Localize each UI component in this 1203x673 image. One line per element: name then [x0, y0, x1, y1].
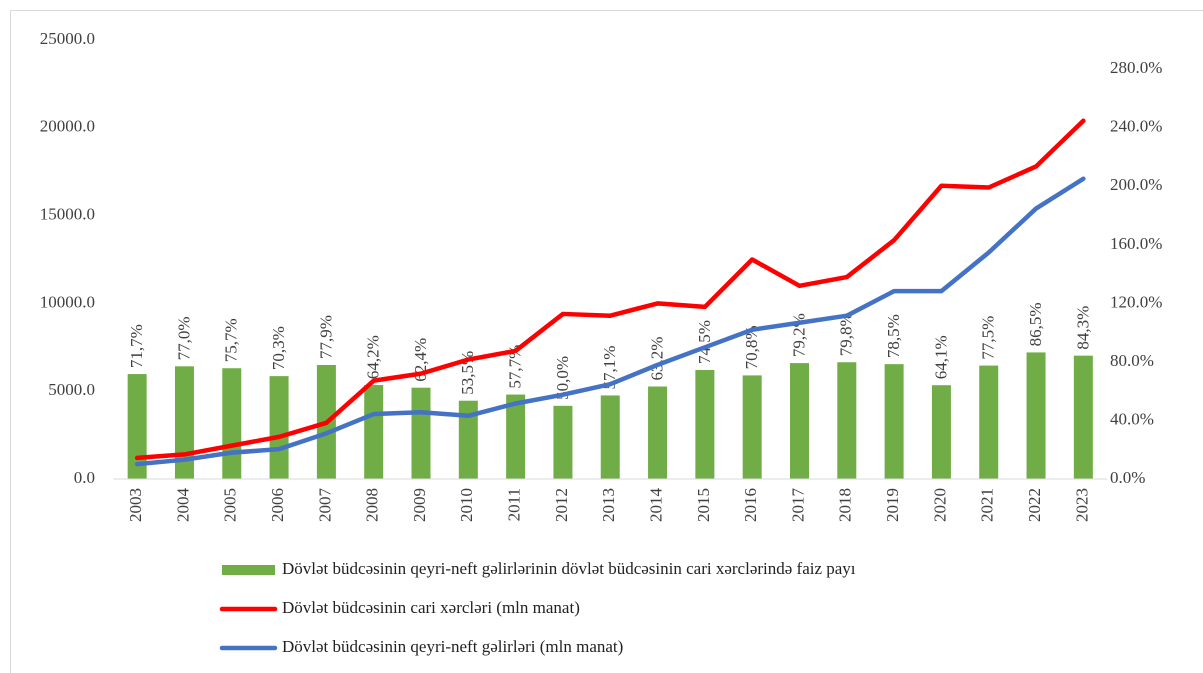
data-label: 71,7% — [127, 324, 146, 368]
x-tick-label: 2012 — [552, 488, 571, 522]
x-tick-label: 2021 — [978, 488, 997, 522]
bar — [742, 375, 762, 479]
data-label: 79,8% — [837, 312, 856, 356]
line — [134, 118, 1086, 461]
bar — [931, 385, 951, 479]
data-label: 84,3% — [1073, 306, 1092, 350]
chart-border — [10, 10, 1203, 673]
bar — [695, 369, 715, 479]
line — [134, 176, 1086, 467]
bar — [979, 365, 999, 479]
y2-tick-label: 120.0% — [1110, 292, 1162, 311]
bar — [648, 386, 668, 479]
bar — [506, 394, 526, 479]
bar — [222, 368, 242, 479]
bar — [1026, 352, 1046, 479]
bar — [884, 364, 904, 479]
legend-label: Dövlət büdcəsinin qeyri-neft gəlirlərini… — [282, 559, 856, 578]
data-label: 77,9% — [316, 315, 335, 359]
bar — [600, 395, 620, 479]
x-tick-label: 2015 — [694, 488, 713, 522]
x-tick-label: 2018 — [836, 488, 855, 522]
data-label: 63,2% — [647, 337, 666, 381]
y2-tick-label: 200.0% — [1110, 175, 1162, 194]
x-tick-label: 2011 — [505, 488, 524, 521]
data-label: 70,3% — [269, 326, 288, 370]
data-label: 77,5% — [979, 316, 998, 360]
x-tick-label: 2008 — [363, 488, 382, 522]
legend-label: Dövlət büdcəsinin cari xərcləri (mln man… — [282, 598, 580, 617]
y2-tick-label: 160.0% — [1110, 234, 1162, 253]
data-label: 74,5% — [695, 320, 714, 364]
x-tick-label: 2022 — [1025, 488, 1044, 522]
x-tick-label: 2006 — [268, 488, 287, 522]
x-tick-label: 2023 — [1072, 488, 1091, 522]
legend-swatch — [222, 565, 275, 575]
data-label: 78,5% — [884, 314, 903, 358]
data-label: 64,2% — [364, 335, 383, 379]
y-tick-label: 20000.0 — [40, 117, 95, 136]
bar — [553, 405, 573, 479]
x-tick-label: 2014 — [646, 488, 665, 523]
data-label: 70,8% — [742, 325, 761, 369]
y2-tick-label: 40.0% — [1110, 409, 1154, 428]
bar — [174, 366, 194, 479]
data-label: 77,0% — [174, 316, 193, 360]
data-label: 57,1% — [600, 346, 619, 390]
x-tick-label: 2003 — [126, 488, 145, 522]
y-tick-label: 25000.0 — [40, 29, 95, 48]
x-tick-label: 2017 — [788, 488, 807, 523]
x-tick-label: 2020 — [930, 488, 949, 522]
y2-tick-label: 80.0% — [1110, 351, 1154, 370]
x-tick-label: 2016 — [741, 488, 760, 522]
x-tick-label: 2004 — [173, 488, 192, 523]
x-tick-label: 2005 — [221, 488, 240, 522]
y2-tick-label: 240.0% — [1110, 117, 1162, 136]
y2-tick-label: 280.0% — [1110, 58, 1162, 77]
bar — [269, 376, 289, 479]
bar — [837, 362, 857, 479]
y-tick-label: 15000.0 — [40, 205, 95, 224]
data-label: 64,1% — [931, 335, 950, 379]
bar — [789, 363, 809, 479]
legend-label: Dövlət büdcəsinin qeyri-neft gəlirləri (… — [282, 637, 623, 656]
bar — [458, 400, 478, 479]
x-tick-label: 2010 — [457, 488, 476, 522]
bar — [1073, 355, 1093, 479]
data-label: 75,7% — [222, 318, 241, 362]
data-label: 57,7% — [506, 345, 525, 389]
x-tick-label: 2007 — [315, 488, 334, 523]
data-label: 86,5% — [1026, 302, 1045, 346]
x-tick-label: 2013 — [599, 488, 618, 522]
y2-tick-label: 0.0% — [1110, 468, 1145, 487]
data-label: 50,0% — [553, 356, 572, 400]
bar — [127, 374, 147, 479]
y-tick-label: 0.0 — [74, 468, 95, 487]
y-tick-label: 5000.0 — [48, 380, 95, 399]
bar — [364, 385, 384, 479]
x-tick-label: 2019 — [883, 488, 902, 522]
x-tick-label: 2009 — [410, 488, 429, 522]
y-tick-label: 10000.0 — [40, 292, 95, 311]
bar — [411, 387, 431, 479]
